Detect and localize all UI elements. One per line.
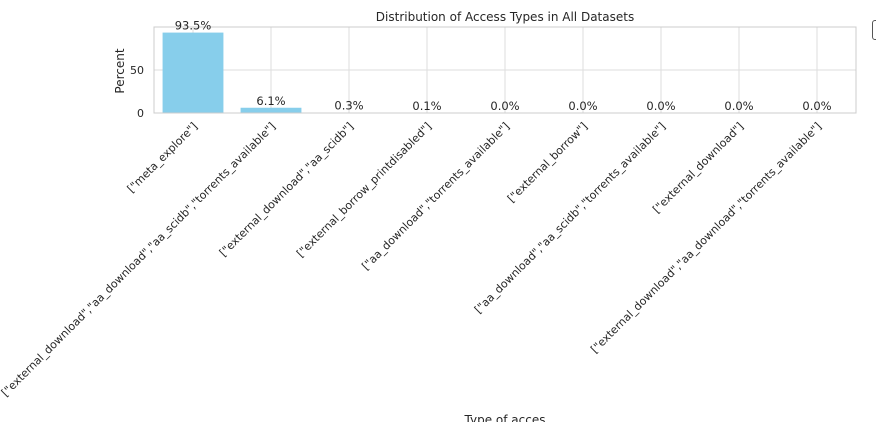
x-tick-label: ["external_borrow_printdisabled"] <box>294 120 434 260</box>
bar <box>162 32 224 114</box>
y-tick-labels: 0 50 <box>130 64 144 120</box>
bar-value-label: 0.1% <box>412 99 441 113</box>
bar-value-label: 93.5% <box>175 19 212 33</box>
x-tick-label: ["meta_explore"] <box>125 120 200 195</box>
x-tick-label: ["external_download","aa_download","aa_s… <box>0 120 278 399</box>
x-tick-label: ["external_download","aa_scidb"] <box>217 120 356 259</box>
bar-value-label: 0.0% <box>568 99 597 113</box>
x-tick-label: ["aa_download","aa_scidb","torrents_avai… <box>472 120 668 316</box>
bar-value-label: 0.0% <box>646 99 675 113</box>
bar-value-labels: 93.5% 6.1% 0.3% 0.1% 0.0% 0.0% 0.0% 0.0% 0.0% <box>175 19 832 113</box>
x-tick-label: ["external_download"] <box>650 120 746 216</box>
chart-title: Distribution of Access Types in All Data… <box>376 10 634 24</box>
panel-edge-handle[interactable] <box>872 20 876 40</box>
bar-value-label: 6.1% <box>256 94 285 108</box>
x-tick-labels: ["meta_explore"]["external_download","aa… <box>0 120 824 399</box>
y-tick-label: 50 <box>130 64 144 77</box>
bar-value-label: 0.0% <box>802 99 831 113</box>
x-tick-label: ["external_borrow"] <box>505 120 590 205</box>
y-tick-label: 0 <box>137 107 144 120</box>
x-tick-label: ["aa_download","torrents_available"] <box>359 120 512 273</box>
bar <box>240 107 302 113</box>
x-axis-label: Type of acces <box>464 413 546 422</box>
plot-frame <box>153 26 857 114</box>
y-axis-label: Percent <box>113 48 127 93</box>
bar-value-label: 0.0% <box>724 99 753 113</box>
bars <box>162 32 458 114</box>
bar-value-label: 0.3% <box>334 99 363 113</box>
bar-value-label: 0.0% <box>490 99 519 113</box>
